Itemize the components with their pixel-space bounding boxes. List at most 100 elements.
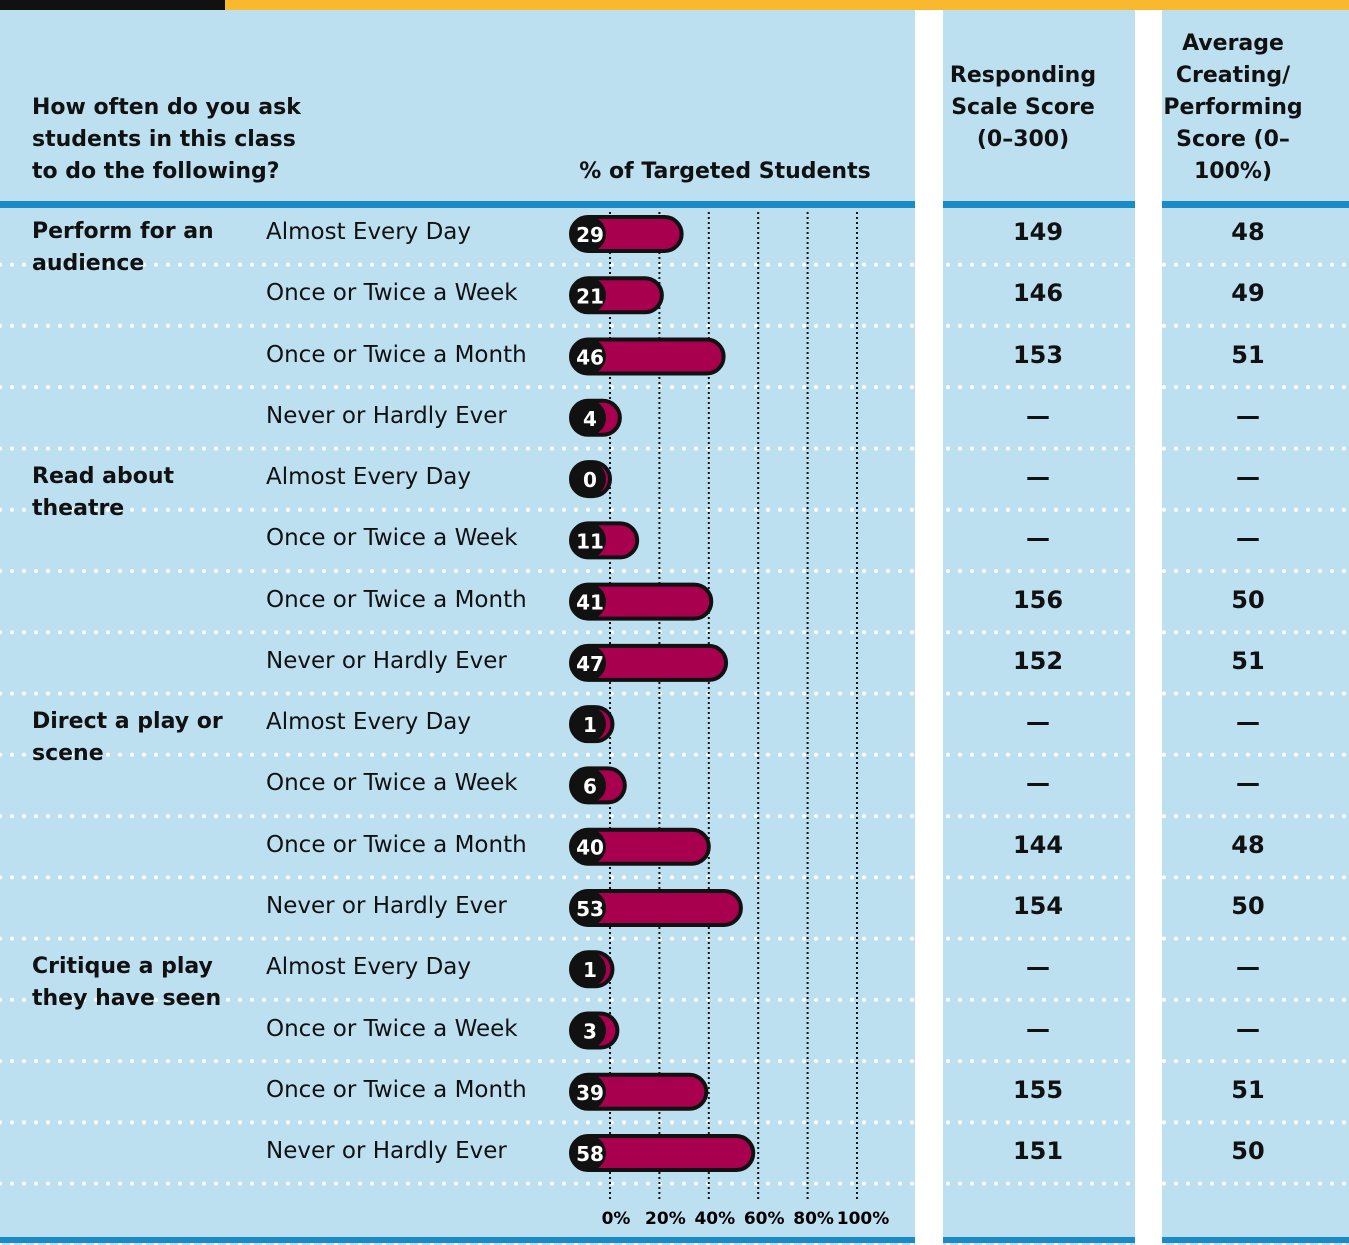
bar-cap: [570, 951, 606, 988]
average-score: —: [1236, 401, 1260, 430]
category-label: Once or Twice a Month: [266, 341, 527, 368]
value-label: 40: [576, 836, 604, 860]
category-label: Almost Every Day: [266, 464, 472, 491]
bar-cap: [570, 1135, 606, 1172]
average-score: 48: [1231, 218, 1265, 246]
responding-score: 146: [1012, 279, 1064, 308]
value-label: 11: [576, 529, 604, 553]
header-rule: [1162, 201, 1349, 208]
bottom-rule: [1162, 1237, 1349, 1243]
bottom-rule: [0, 1237, 915, 1243]
responding-score: —: [1026, 524, 1050, 553]
bar-cap: [570, 767, 606, 804]
category-label: Once or Twice a Month: [266, 831, 527, 858]
average-score: 49: [1231, 279, 1265, 308]
value-label: 6: [583, 774, 597, 798]
average-score: 51: [1231, 646, 1265, 675]
average-score: 48: [1231, 830, 1265, 859]
column-gap: [915, 10, 943, 1245]
responding-score: 144: [1012, 830, 1064, 859]
bar-cap: [570, 706, 606, 743]
header-rule: [0, 201, 915, 208]
bar-cap: [570, 583, 606, 620]
responding-score: 155: [1012, 1075, 1064, 1104]
average-score: 51: [1231, 1075, 1265, 1104]
average-score: 50: [1231, 891, 1265, 920]
bar-cap: [570, 277, 606, 314]
average-score: —: [1236, 463, 1260, 492]
category-label: Once or Twice a Week: [266, 280, 518, 307]
category-label: Never or Hardly Ever: [266, 1138, 507, 1165]
value-label: 53: [576, 897, 604, 921]
value-label: 41: [576, 591, 604, 615]
responding-score: —: [1026, 708, 1050, 737]
column-gap: [1135, 10, 1162, 1245]
responding-score: 154: [1012, 891, 1064, 920]
value-label: 21: [576, 284, 604, 308]
question: How often do you ask students in this cl…: [32, 95, 301, 184]
responding-score: 153: [1012, 340, 1064, 369]
group-label: Read about theatre: [32, 464, 175, 522]
bar-cap: [570, 1012, 606, 1049]
x-tick-label: 20%: [645, 1209, 686, 1229]
responding-score: 151: [1012, 1137, 1064, 1166]
bar-cap: [570, 889, 606, 926]
value-label: 4: [583, 407, 597, 431]
col2-header: Average Creating/ Performing Score (0–10…: [1163, 31, 1303, 184]
average-score: 50: [1231, 1137, 1265, 1166]
category-label: Never or Hardly Ever: [266, 647, 507, 674]
responding-score: 149: [1012, 218, 1064, 246]
bar-cap: [570, 522, 606, 559]
value-label: 58: [576, 1142, 604, 1166]
category-label: Never or Hardly Ever: [266, 402, 507, 429]
value-label: 3: [583, 1020, 597, 1044]
average-score: —: [1236, 1014, 1260, 1043]
responding-score: —: [1026, 1014, 1050, 1043]
responding-score: —: [1026, 463, 1050, 492]
value-label: 1: [583, 958, 597, 982]
average-score: —: [1236, 708, 1260, 737]
responding-score: —: [1026, 953, 1050, 982]
category-label: Never or Hardly Ever: [266, 892, 507, 919]
category-label: Once or Twice a Week: [266, 770, 518, 797]
value-label: 0: [583, 468, 597, 492]
category-label: Almost Every Day: [266, 709, 472, 736]
category-label: Once or Twice a Month: [266, 1076, 527, 1103]
value-label: 1: [583, 713, 597, 737]
bar-cap: [570, 828, 606, 865]
value-label: 29: [576, 223, 604, 247]
top-bar-orange: [225, 0, 1349, 10]
top-bar-dark: [0, 0, 225, 10]
average-score: —: [1236, 769, 1260, 798]
average-score: —: [1236, 524, 1260, 553]
category-label: Once or Twice a Week: [266, 1015, 518, 1042]
average-score: 50: [1231, 585, 1265, 614]
x-tick-label: 60%: [744, 1209, 785, 1229]
responding-score: 152: [1012, 646, 1064, 675]
col1-header: Responding Scale Score (0–300): [949, 63, 1097, 152]
bar-cap: [570, 644, 606, 681]
x-tick-label: 100%: [837, 1209, 890, 1229]
category-label: Once or Twice a Month: [266, 586, 527, 613]
bar-cap: [570, 461, 606, 498]
bar-cap: [570, 338, 606, 375]
x-tick-label: 0%: [602, 1209, 631, 1229]
x-tick-label: 40%: [694, 1209, 735, 1229]
category-label: Almost Every Day: [266, 219, 472, 245]
bar-cap: [570, 1073, 606, 1110]
average-score: —: [1236, 953, 1260, 982]
bar-header: % of Targeted Students: [579, 159, 871, 184]
x-tick-label: 80%: [793, 1209, 834, 1229]
bar-cap: [570, 216, 606, 252]
header-rule: [943, 201, 1135, 208]
group-label: Direct a play or scene: [32, 709, 223, 767]
group-label: Perform for an audience: [32, 219, 214, 276]
category-label: Almost Every Day: [266, 954, 472, 981]
responding-score: —: [1026, 769, 1050, 798]
bottom-rule: [943, 1237, 1135, 1243]
responding-score: 156: [1012, 585, 1064, 614]
value-label: 39: [576, 1081, 604, 1105]
category-label: Once or Twice a Week: [266, 525, 518, 552]
